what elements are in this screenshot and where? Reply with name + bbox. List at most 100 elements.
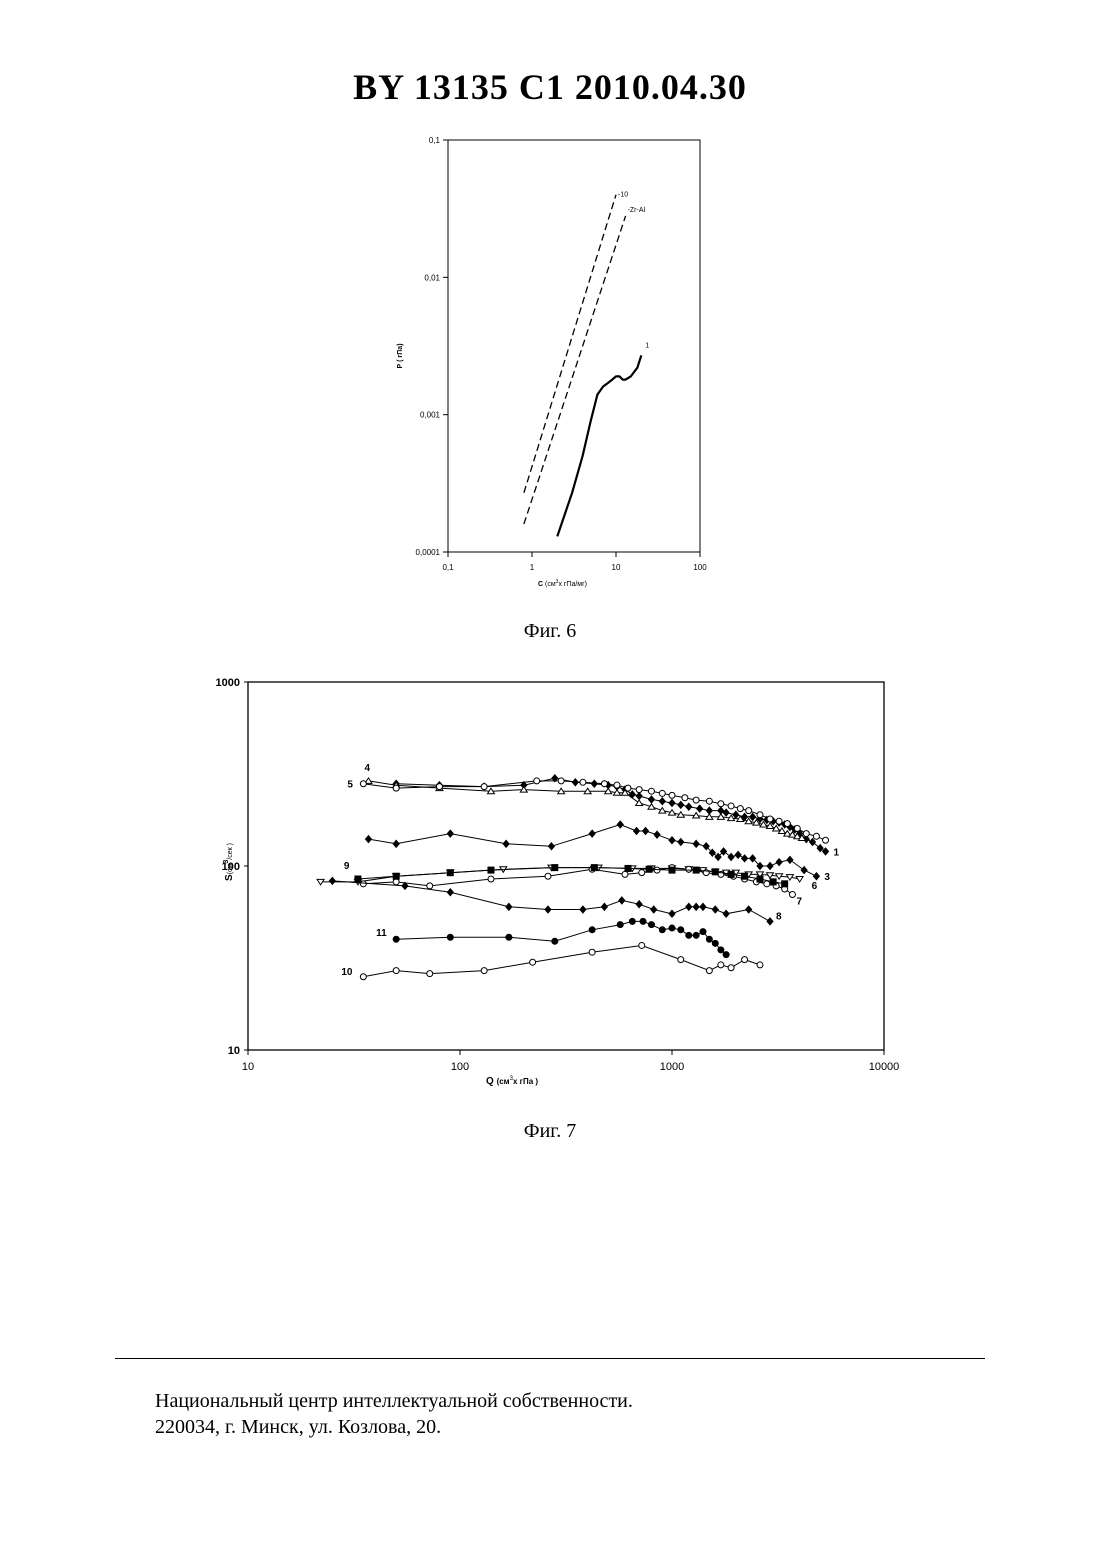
fig7-data-point [625,785,631,791]
fig6-x-tick-label: 10 [612,563,621,572]
fig6-series-label: -Zr-Al [628,207,646,214]
fig7-y-axis-label-unit-tail: /сек ) [227,843,234,860]
fig7-data-point [360,781,366,787]
fig7-data-point [648,788,654,794]
fig7-y-axis-label-unit: (см [227,863,234,874]
fig7-data-point [784,821,790,827]
fig7-data-point [742,855,748,862]
fig7-data-point [801,867,807,874]
fig7-data-point [506,903,512,910]
fig7-data-point [355,876,361,882]
fig7-data-point [712,869,718,875]
fig7-data-point [393,936,399,942]
fig7-data-point [746,808,752,814]
fig7-data-point [591,780,597,787]
fig7-data-point [601,903,607,910]
fig7-data-point [589,949,595,955]
fig7-data-point [770,879,776,885]
fig7-data-point [697,805,703,812]
fig7-data-point [427,971,433,977]
fig7-data-point [733,811,739,818]
fig7-data-point [789,892,795,898]
fig7-data-point [706,968,712,974]
fig7-x-tick-label: 10000 [869,1061,900,1073]
fig7-data-point [706,936,712,942]
fig7-data-point [728,871,734,877]
fig7-data-point [447,889,453,896]
fig7-data-point [757,876,763,882]
fig7-data-point [669,910,675,917]
fig7-data-point [706,798,712,804]
fig7-series-label: 10 [341,967,353,978]
fig7-series-line-8 [332,881,770,922]
fig7-data-point [548,843,554,850]
fig6-y-tick-label: 0,0001 [416,548,441,557]
fig7-data-point [591,865,597,871]
fig7-data-point [693,840,699,847]
figure-7-chart: 10100100010100100010000S(см3/сек )Q (см3… [200,668,920,1098]
fig7-data-point [678,801,684,808]
fig7-series-10 [360,942,763,979]
fig7-data-point [589,927,595,933]
fig7-data-point [776,859,782,866]
fig7-data-point [823,848,829,855]
fig7-data-point [678,957,684,963]
fig7-data-point [787,856,793,863]
fig7-data-point [669,792,675,798]
fig7-data-point [601,781,607,787]
fig7-data-point [767,918,773,925]
fig6-series-label: 1 [645,342,649,349]
fig7-data-point [767,816,773,822]
fig7-data-point [728,803,734,809]
figure-6-chart: 0,00010,0010,010,10,1110100Р ( гПа)C (см… [380,128,720,598]
fig7-data-point [589,830,595,837]
fig7-data-point [823,837,829,843]
fig6-x-axis-label-main: C [538,581,545,588]
fig7-data-point [530,959,536,965]
fig7-data-point [776,818,782,824]
fig7-data-point [813,833,819,839]
patent-header: BY 13135 C1 2010.04.30 [0,66,1100,108]
fig7-data-point [757,962,763,968]
fig7-data-point [639,870,645,876]
fig7-data-point [669,867,675,873]
fig7-data-point [619,897,625,904]
fig7-series-line-10 [363,946,760,977]
fig7-data-point [481,968,487,974]
fig7-data-point [622,871,628,877]
fig7-data-point [700,903,706,910]
fig7-data-point [737,806,743,812]
fig7-data-point [329,877,335,884]
footer-line-address: 220034, г. Минск, ул. Козлова, 20. [155,1414,633,1440]
fig7-data-point [718,801,724,807]
fig7-data-point [447,830,453,837]
fig7-data-point [393,968,399,974]
fig7-data-point [629,918,635,924]
fig7-data-point [648,922,654,928]
fig7-data-point [427,883,433,889]
fig7-series-label: 1 [834,847,840,858]
fig7-data-point [360,974,366,980]
fig7-data-point [447,870,453,876]
fig7-data-point [447,934,453,940]
fig7-data-point [636,793,642,800]
fig7-data-point [580,906,586,913]
fig7-data-point [803,831,809,837]
fig7-data-point [659,927,665,933]
fig6-x-tick-label: 100 [693,563,707,572]
fig7-data-point [813,873,819,880]
fig7-data-point [393,879,399,885]
fig7-data-point [723,910,729,917]
fig7-data-point [636,901,642,908]
fig7-data-point [648,796,654,803]
fig7-data-point [700,929,706,935]
fig7-data-point [742,957,748,963]
fig7-data-point [767,863,773,870]
fig7-x-axis-label-unit: (см [497,1077,510,1086]
fig7-data-point [580,779,586,785]
fig7-data-point [488,867,494,873]
fig7-data-point [794,825,800,831]
fig7-x-tick-label: 100 [451,1061,469,1073]
fig6-x-tick-label: 0,1 [442,563,454,572]
fig7-data-point [712,940,718,946]
